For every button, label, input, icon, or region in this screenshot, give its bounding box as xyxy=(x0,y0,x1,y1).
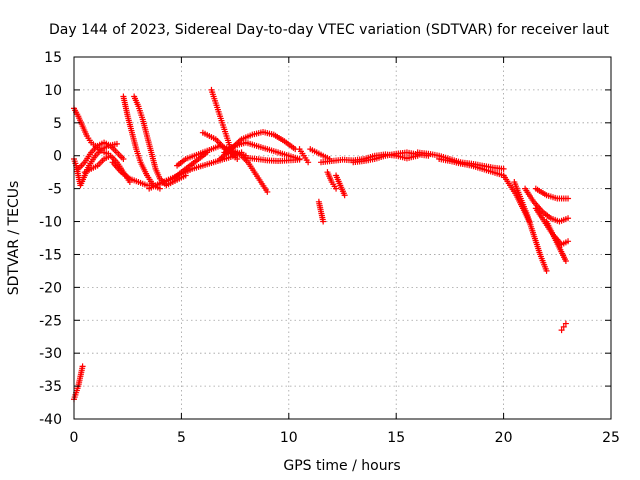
data-point xyxy=(500,165,507,172)
data-point xyxy=(341,192,348,199)
x-tick-label: 25 xyxy=(602,430,620,446)
series-arc-31 xyxy=(543,218,569,265)
x-axis-label: GPS time / hours xyxy=(283,458,400,474)
y-tick-label: 10 xyxy=(44,83,62,99)
data-point xyxy=(565,195,572,202)
series-arc-29 xyxy=(532,205,572,248)
y-tick-label: -10 xyxy=(39,215,62,231)
data-point xyxy=(120,156,127,163)
series-arc-04 xyxy=(75,139,127,172)
series-arc-25 xyxy=(436,156,507,179)
data-point xyxy=(333,185,340,192)
plot-frame xyxy=(73,56,612,420)
y-tick-label: 0 xyxy=(53,149,62,165)
x-tick-label: 5 xyxy=(177,430,186,446)
data-point xyxy=(562,320,569,327)
series-arc-20 xyxy=(324,169,340,192)
series-arc-03 xyxy=(71,140,120,189)
data-point xyxy=(558,327,565,334)
series-arc-18 xyxy=(307,146,333,163)
series-arc-12 xyxy=(208,86,241,163)
y-tick-label: -40 xyxy=(39,412,62,428)
series-arc-21 xyxy=(333,172,348,199)
data-points xyxy=(71,86,572,403)
y-tick-label: 15 xyxy=(44,50,62,66)
y-tick-label: 5 xyxy=(53,116,62,132)
series-arc-15 xyxy=(232,149,271,195)
data-point xyxy=(562,258,569,265)
y-tick-label: -20 xyxy=(39,280,62,296)
data-point xyxy=(320,218,327,225)
data-point xyxy=(264,188,271,195)
y-tick-label: -5 xyxy=(48,182,62,198)
series-arc-23 xyxy=(350,149,432,166)
x-tick-label: 20 xyxy=(495,430,513,446)
data-point xyxy=(113,140,120,147)
y-tick-label: -25 xyxy=(39,313,62,329)
data-point xyxy=(296,156,303,163)
series-arc-17 xyxy=(296,146,312,166)
series-arc-30 xyxy=(532,185,572,202)
axis-ticks: 0 5 10 15 20 25 -40 -35 -30 -25 -20 -15 -10 -5 0 5 10 15 xyxy=(39,50,620,446)
series-arc-02 xyxy=(71,105,112,157)
y-tick-label: -15 xyxy=(39,247,62,263)
data-point xyxy=(543,267,550,274)
y-tick-label: -30 xyxy=(39,346,62,362)
series-arc-16 xyxy=(242,154,303,164)
data-point xyxy=(565,215,572,222)
series-arc-13 xyxy=(217,129,299,163)
y-tick-label: -35 xyxy=(39,379,62,395)
x-tick-label: 0 xyxy=(70,430,79,446)
grid xyxy=(74,57,611,419)
series-arc-06 xyxy=(120,93,163,192)
data-point xyxy=(565,238,572,245)
data-point xyxy=(560,323,567,330)
x-tick-label: 15 xyxy=(387,430,405,446)
data-point xyxy=(79,363,86,370)
series-arc-14 xyxy=(221,139,303,163)
chart-title: Day 144 of 2023, Sidereal Day-to-day VTE… xyxy=(49,22,610,38)
series-arc-01 xyxy=(71,363,86,403)
series-arc-19 xyxy=(315,198,327,225)
y-axis-label: SDTVAR / TECUs xyxy=(6,181,22,296)
x-tick-label: 10 xyxy=(280,430,298,446)
series-arc-27 xyxy=(511,179,550,274)
data-point xyxy=(234,156,241,163)
series-arc-05 xyxy=(81,152,133,186)
series-arc-32 xyxy=(558,320,569,334)
data-point xyxy=(305,159,312,166)
